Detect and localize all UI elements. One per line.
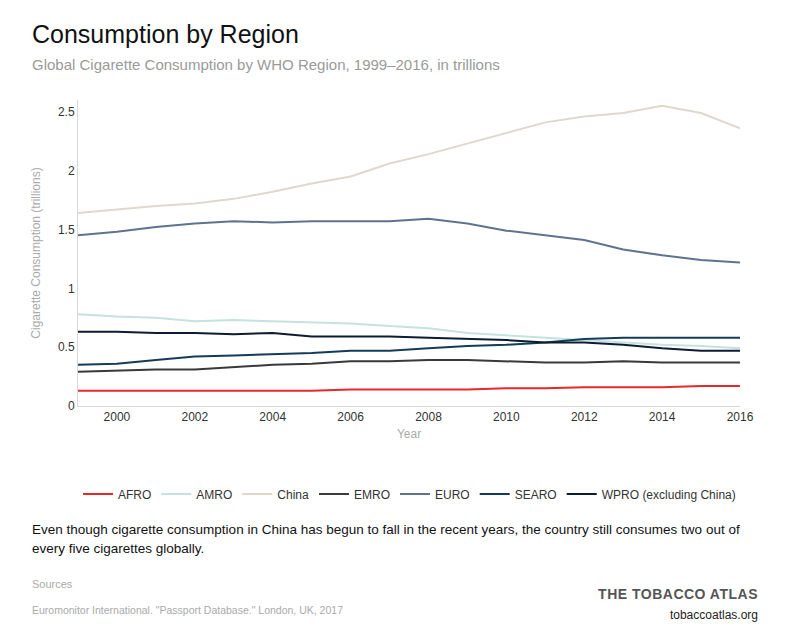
svg-text:2: 2	[68, 164, 75, 178]
svg-text:Year: Year	[397, 427, 421, 441]
svg-text:AMRO: AMRO	[196, 488, 232, 502]
svg-text:China: China	[277, 488, 309, 502]
svg-text:2010: 2010	[493, 410, 520, 424]
svg-text:1.5: 1.5	[58, 223, 75, 237]
html-text:THE TOBACCO ATLAS: THE TOBACCO ATLAS	[598, 586, 758, 602]
html-text:Sources: Sources	[32, 578, 73, 590]
svg-text:2016: 2016	[727, 410, 754, 424]
svg-text:1: 1	[68, 282, 75, 296]
svg-text:SEARO: SEARO	[515, 488, 557, 502]
svg-text:2004: 2004	[259, 410, 286, 424]
svg-text:2012: 2012	[571, 410, 598, 424]
svg-text:2000: 2000	[104, 410, 131, 424]
svg-text:AFRO: AFRO	[118, 488, 151, 502]
svg-text:WPRO (excluding China): WPRO (excluding China)	[602, 488, 736, 502]
svg-text:EURO: EURO	[435, 488, 470, 502]
svg-text:0.5: 0.5	[58, 340, 75, 354]
svg-text:2014: 2014	[649, 410, 676, 424]
svg-text:2006: 2006	[337, 410, 364, 424]
svg-text:EMRO: EMRO	[354, 488, 390, 502]
svg-text:2008: 2008	[415, 410, 442, 424]
svg-text:2002: 2002	[181, 410, 208, 424]
svg-text:Cigarette Consumption (trillio: Cigarette Consumption (trillions)	[29, 167, 43, 338]
html-text:tobaccoatlas.org: tobaccoatlas.org	[669, 608, 758, 622]
html-text:Euromonitor International. "Pa: Euromonitor International. "Passport Dat…	[32, 604, 343, 616]
html-text:Consumption by Region: Consumption by Region	[32, 20, 299, 48]
svg-text:2.5: 2.5	[58, 105, 75, 119]
html-text:Even though cigarette consumpt: Even though cigarette consumption in Chi…	[32, 522, 740, 556]
html-text:Global Cigarette Consumption b: Global Cigarette Consumption by WHO Regi…	[32, 56, 500, 73]
svg-text:0: 0	[68, 399, 75, 413]
